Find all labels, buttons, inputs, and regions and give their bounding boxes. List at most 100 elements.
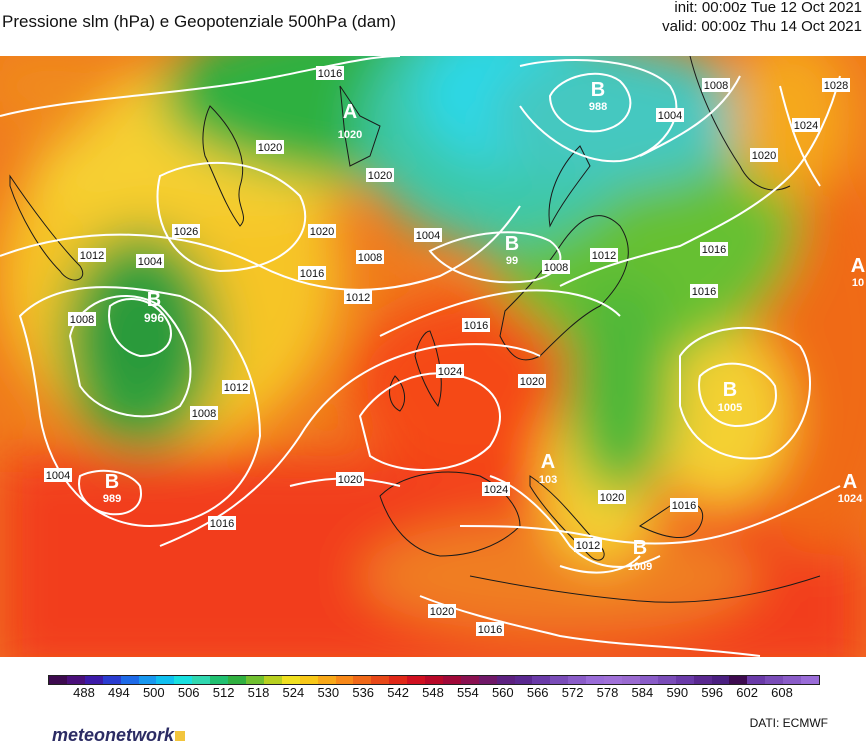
color-swatch (460, 676, 479, 684)
color-swatch (228, 676, 246, 684)
color-swatch (353, 676, 372, 684)
center-letter: B (723, 379, 737, 401)
color-swatch (801, 676, 819, 684)
center-value: 99 (506, 255, 518, 267)
valid-time: valid: 00:00z Thu 14 Oct 2021 (662, 18, 862, 35)
isobar-label: 1024 (794, 120, 818, 132)
scale-tick-label: 506 (177, 685, 200, 700)
geopotential-shading (0, 56, 866, 657)
isobar-label: 1020 (368, 170, 392, 182)
color-swatch (550, 676, 569, 684)
color-swatch (371, 676, 390, 684)
color-swatch (299, 676, 318, 684)
color-swatch (66, 676, 85, 684)
color-swatch (138, 676, 157, 684)
center-letter: B (105, 471, 119, 493)
color-swatch (532, 676, 551, 684)
center-value: 103 (539, 474, 557, 486)
center-value: 1020 (338, 129, 362, 141)
color-swatch (210, 676, 229, 684)
center-value: 988 (589, 101, 607, 113)
color-swatch (639, 676, 658, 684)
isobar-label: 1004 (416, 230, 440, 242)
run-times: init: 00:00z Tue 12 Oct 2021 valid: 00:0… (662, 0, 862, 36)
isobar-label: 1020 (430, 606, 454, 618)
isobar-label: 1024 (484, 484, 508, 496)
isobar-label: 1020 (520, 376, 544, 388)
center-letter: B (147, 289, 161, 311)
color-scale-ticks: 488 494 500 506 512 518 524 530 536 542 548 554 560 5… (48, 685, 818, 700)
color-swatch (783, 676, 802, 684)
color-swatch (156, 676, 175, 684)
center-value: 989 (103, 493, 121, 505)
color-swatch (407, 676, 426, 684)
isobar-label: 1008 (704, 80, 728, 92)
isobar-label: 1016 (478, 624, 502, 636)
center-value: 1024 (838, 493, 863, 505)
color-swatch (425, 676, 443, 684)
meteonetwork-logo: meteonetwork (52, 725, 186, 746)
isobar-label: 1016 (464, 320, 488, 332)
color-swatch (442, 676, 461, 684)
isobar-label: 1016 (318, 68, 342, 80)
center-value: 1005 (718, 402, 742, 414)
isobar-label: 1012 (80, 250, 104, 262)
color-swatch (693, 676, 712, 684)
isobar-label: 1016 (692, 286, 716, 298)
scale-tick-label: 500 (142, 685, 165, 700)
scale-tick-label: 524 (282, 685, 305, 700)
isobar-label: 1012 (224, 382, 248, 394)
isobar-label: 1020 (258, 142, 282, 154)
center-letter: B (633, 537, 647, 559)
scale-tick-label: 494 (108, 685, 130, 700)
isobar-label: 1016 (210, 518, 234, 530)
isobar-label: 1012 (592, 250, 616, 262)
color-swatch (496, 676, 515, 684)
header-bar: Pressione slm (hPa) e Geopotenziale 500h… (0, 0, 866, 56)
scale-tick-label: 578 (596, 685, 619, 700)
color-swatch (747, 676, 766, 684)
isobar-label: 1026 (174, 226, 198, 238)
scale-tick-label: 530 (317, 685, 340, 700)
color-swatch (335, 676, 354, 684)
color-swatch (263, 676, 282, 684)
color-swatch (317, 676, 336, 684)
center-letter: A (343, 101, 357, 123)
isobar-label: 1020 (752, 150, 776, 162)
logo-text: meteonetwork (52, 725, 175, 745)
scale-tick-label: 518 (247, 685, 270, 700)
init-time: init: 00:00z Tue 12 Oct 2021 (674, 0, 862, 16)
isobar-label: 1008 (358, 252, 382, 264)
color-swatch (604, 676, 622, 684)
scale-tick-label: 548 (422, 685, 444, 700)
isobar-label: 1008 (544, 262, 568, 274)
scale-tick-label: 596 (701, 685, 724, 700)
isobar-label: 1028 (824, 80, 848, 92)
color-swatch (120, 676, 139, 684)
data-credit: DATI: ECMWF (749, 716, 828, 730)
center-letter: A (843, 471, 857, 493)
color-swatch (192, 676, 211, 684)
isobar-label: 1016 (300, 268, 324, 280)
color-swatch (174, 676, 193, 684)
color-swatch (675, 676, 694, 684)
isobar-label: 1004 (138, 256, 162, 268)
scale-tick-label: 584 (631, 685, 654, 700)
scale-tick-label: 608 (771, 685, 793, 700)
isobar-label: 1020 (600, 492, 624, 504)
scale-tick-label: 566 (526, 685, 549, 700)
scale-tick-label: 590 (666, 685, 689, 700)
center-value: 10 (852, 277, 864, 289)
color-swatch (49, 676, 67, 684)
isobar-label: 1004 (46, 470, 70, 482)
center-letter: B (591, 79, 605, 101)
color-swatch (711, 676, 730, 684)
color-swatch (281, 676, 300, 684)
weather-map[interactable]: 1016 1020 1026 1020 1004 1008 1012 1016 … (0, 56, 866, 657)
isobar-label: 1008 (192, 408, 216, 420)
color-swatch (245, 676, 264, 684)
scale-tick-label: 512 (212, 685, 235, 700)
center-letter: B (505, 233, 519, 255)
isobar-label: 1024 (438, 366, 462, 378)
scale-tick-label: 488 (73, 685, 95, 700)
